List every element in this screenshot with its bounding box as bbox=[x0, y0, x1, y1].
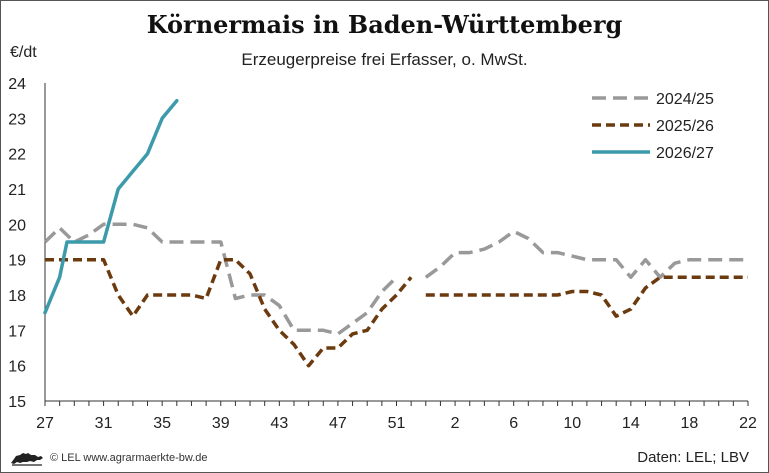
y-tick-label: 20 bbox=[8, 217, 26, 234]
chart-legend: 2024/25 2025/26 2026/27 bbox=[592, 91, 714, 162]
series-2024-25 bbox=[43, 222, 748, 336]
x-tick-label: 51 bbox=[388, 415, 406, 432]
series-line bbox=[425, 275, 748, 318]
y-axis-unit: €/dt bbox=[10, 44, 37, 61]
y-tick-label: 15 bbox=[8, 394, 26, 411]
series-line bbox=[45, 257, 413, 368]
chart-title: Körnermais in Baden-Württemberg bbox=[146, 10, 623, 39]
x-tick-label: 47 bbox=[329, 415, 347, 432]
x-tick-label: 35 bbox=[153, 415, 171, 432]
y-tick-label: 17 bbox=[8, 323, 26, 340]
series-line bbox=[43, 98, 179, 315]
y-tick-label: 16 bbox=[8, 359, 26, 376]
x-tick-label: 31 bbox=[95, 415, 113, 432]
y-tick-label: 23 bbox=[8, 111, 26, 128]
series-layer bbox=[43, 98, 748, 368]
series-line bbox=[43, 222, 398, 336]
x-tick-label: 6 bbox=[509, 415, 518, 432]
credit-text: © LEL www.agrarmaerkte-bw.de bbox=[50, 452, 208, 464]
x-tick-label: 22 bbox=[739, 415, 757, 432]
legend-label: 2026/27 bbox=[656, 145, 714, 162]
x-tick-label: 43 bbox=[270, 415, 288, 432]
x-tick-label: 18 bbox=[681, 415, 699, 432]
series-2026-27 bbox=[43, 98, 179, 315]
x-tick-label: 10 bbox=[563, 415, 581, 432]
series-2025-26 bbox=[45, 257, 748, 368]
y-tick-label: 24 bbox=[8, 76, 26, 93]
series-line bbox=[424, 229, 748, 280]
x-tick-label: 39 bbox=[212, 415, 230, 432]
footer-credit: © LEL www.agrarmaerkte-bw.de bbox=[10, 449, 208, 467]
axes-layer: 15 16 17 18 19 20 21 22 23 24 27 31 35 39 43 47 51 2 6 10 14… bbox=[8, 76, 757, 432]
data-source: Daten: LEL; LBV bbox=[637, 449, 749, 466]
x-tick-label: 2 bbox=[451, 415, 460, 432]
y-tick-label: 18 bbox=[8, 288, 26, 305]
y-tick-label: 22 bbox=[8, 147, 26, 164]
baden-wuerttemberg-lion-logo-icon bbox=[10, 450, 44, 466]
y-tick-label: 19 bbox=[8, 253, 26, 270]
y-tick-label: 21 bbox=[8, 182, 26, 199]
legend-label: 2025/26 bbox=[656, 118, 714, 135]
chart-subtitle: Erzeugerpreise frei Erfasser, o. MwSt. bbox=[241, 50, 528, 69]
legend-label: 2024/25 bbox=[656, 91, 714, 108]
x-tick-label: 14 bbox=[622, 415, 640, 432]
x-tick-label: 27 bbox=[36, 415, 54, 432]
